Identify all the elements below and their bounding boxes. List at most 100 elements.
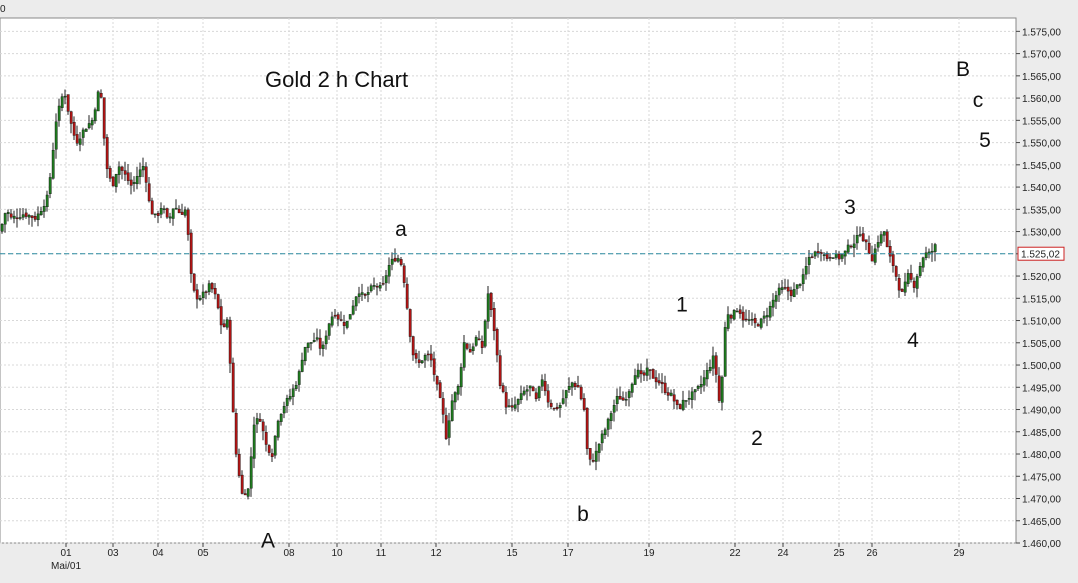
candle-up [840, 254, 844, 259]
candle-down [126, 172, 130, 181]
wave-label-b: b [577, 503, 589, 526]
candle-down [264, 432, 268, 445]
candle-up [933, 244, 937, 252]
candle-down [591, 460, 595, 462]
candle-up [369, 285, 373, 292]
candle-up [873, 248, 877, 263]
candle-up [90, 120, 94, 126]
candle-up [567, 385, 571, 390]
candle-up [45, 194, 49, 208]
candle-up [726, 314, 730, 329]
candle-down [900, 288, 904, 292]
candle-up [330, 316, 334, 326]
candle-up [528, 385, 532, 389]
candle-up [693, 389, 697, 393]
candle-down [24, 212, 28, 217]
candle-up [690, 391, 694, 400]
candle-down [555, 406, 559, 409]
candle-down [429, 353, 433, 361]
candle-up [735, 310, 739, 313]
y-tick-label: 1.480,00 [1022, 450, 1061, 461]
candle-down [867, 242, 871, 254]
current-price-badge-box [1017, 246, 1065, 261]
candle-down [579, 386, 583, 400]
wave-label-3: 3 [844, 196, 856, 219]
candle-up [300, 359, 304, 372]
candle-up [36, 213, 40, 221]
candle-down [108, 168, 112, 179]
candle-down [405, 283, 409, 309]
candle-down [492, 308, 496, 332]
candle-up [60, 96, 64, 108]
candle-up [315, 337, 319, 340]
candle-down [75, 134, 79, 144]
wave-label-a: a [395, 218, 407, 241]
candle-up [723, 327, 727, 377]
candle-up [720, 376, 724, 403]
candle-down [861, 233, 865, 242]
current-price-badge[interactable]: 1.525,02 [1017, 246, 1065, 261]
candle-up [903, 281, 907, 293]
y-tick-label: 1.465,00 [1022, 517, 1061, 528]
candle-down [180, 211, 184, 215]
candle-down [543, 381, 547, 392]
candle-down [582, 398, 586, 410]
candle-down [588, 448, 592, 460]
y-tick-label: 1.520,00 [1022, 272, 1061, 283]
candle-down [654, 377, 658, 383]
wave-label-1: 1 [676, 294, 688, 317]
candle-down [675, 399, 679, 405]
wave-label-B: B [956, 58, 970, 81]
candle-down [318, 337, 322, 349]
candle-down [66, 94, 70, 112]
candle-up [612, 405, 616, 413]
x-tick-label: 11 [376, 548, 387, 559]
candle-down [441, 398, 445, 415]
candle-down [240, 474, 244, 494]
candle-down [144, 166, 148, 183]
candle-down [534, 392, 538, 400]
candle-down [99, 93, 103, 98]
candle-down [339, 319, 343, 321]
x-tick-label: 10 [331, 548, 343, 559]
candle-up [162, 208, 166, 210]
candle-up [27, 215, 31, 218]
candle-up [876, 242, 880, 248]
candle-up [522, 390, 526, 395]
candle-up [312, 340, 316, 342]
candle-down [393, 257, 397, 262]
candle-down [729, 314, 733, 319]
candle-down [738, 309, 742, 314]
candle-down [741, 311, 745, 321]
candle-up [84, 128, 88, 132]
x-tick-label: 04 [152, 548, 164, 559]
x-tick-label: 22 [729, 548, 741, 559]
y-tick-label: 1.530,00 [1022, 228, 1061, 239]
candle-down [333, 314, 337, 317]
candle-down [888, 246, 892, 257]
x-tick-label: 15 [506, 548, 518, 559]
candle-down [828, 257, 832, 259]
candle-down [435, 376, 439, 385]
y-tick-label: 1.575,00 [1022, 27, 1061, 38]
candle-down [660, 381, 664, 385]
x-tick-label: 26 [866, 548, 878, 559]
candle-down [234, 413, 238, 455]
candle-down [261, 421, 265, 432]
candle-down [336, 314, 340, 320]
candle-down [270, 453, 274, 457]
candle-up [474, 337, 478, 346]
candle-up [456, 386, 460, 395]
candle-up [114, 173, 118, 187]
candle-up [918, 265, 922, 276]
candle-down [402, 265, 406, 283]
candle-up [306, 342, 310, 348]
candle-down [156, 213, 160, 216]
candle-up [360, 292, 364, 295]
candle-down [414, 353, 418, 359]
y-tick-label: 1.470,00 [1022, 495, 1061, 506]
candle-down [243, 493, 247, 496]
candle-down [33, 216, 37, 220]
candle-up [87, 123, 91, 129]
x-tick-label: 19 [643, 548, 655, 559]
